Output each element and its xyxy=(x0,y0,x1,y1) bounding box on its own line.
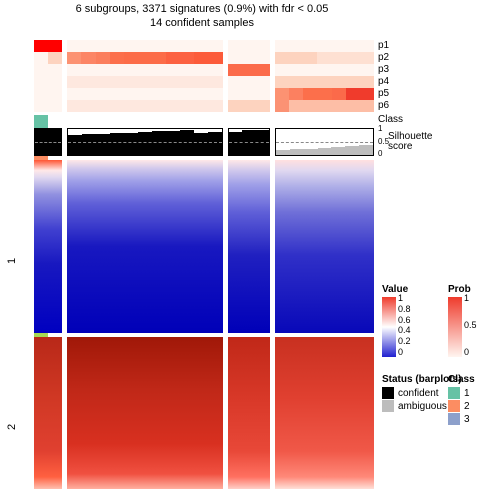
prob-row-label: p1 xyxy=(378,40,389,52)
row-group-label-1: 1 xyxy=(6,258,18,264)
legend-class: Class 123 xyxy=(448,374,498,426)
prob-row-label: p6 xyxy=(378,100,389,112)
title-line-1: 6 subgroups, 3371 signatures (0.9%) with… xyxy=(52,2,352,16)
class-bar xyxy=(34,115,374,125)
legend-value: Value 10.80.60.40.20 xyxy=(382,284,434,357)
value-gradient xyxy=(382,297,396,357)
main-heatmap xyxy=(34,160,374,492)
prob-gradient xyxy=(448,297,462,357)
prob-row-label: p5 xyxy=(378,88,389,100)
legend-prob: Prob 10.50 xyxy=(448,284,496,357)
silhouette-label: Silhouette score xyxy=(388,132,432,152)
silhouette-track xyxy=(34,128,374,156)
title-line-2: 14 confident samples xyxy=(52,16,352,30)
prob-row-label: p3 xyxy=(378,64,389,76)
legend-class-item: 3 xyxy=(448,413,498,425)
chart-title: 6 subgroups, 3371 signatures (0.9%) with… xyxy=(52,2,352,31)
prob-row-label: p2 xyxy=(378,52,389,64)
legend-class-item: 2 xyxy=(448,400,498,412)
legend-class-item: 1 xyxy=(448,387,498,399)
prob-heatmap xyxy=(34,40,374,112)
prob-row-label: p4 xyxy=(378,76,389,88)
prob-row-labels: p1p2p3p4p5p6 xyxy=(378,40,389,112)
row-group-label-2: 2 xyxy=(6,424,18,430)
